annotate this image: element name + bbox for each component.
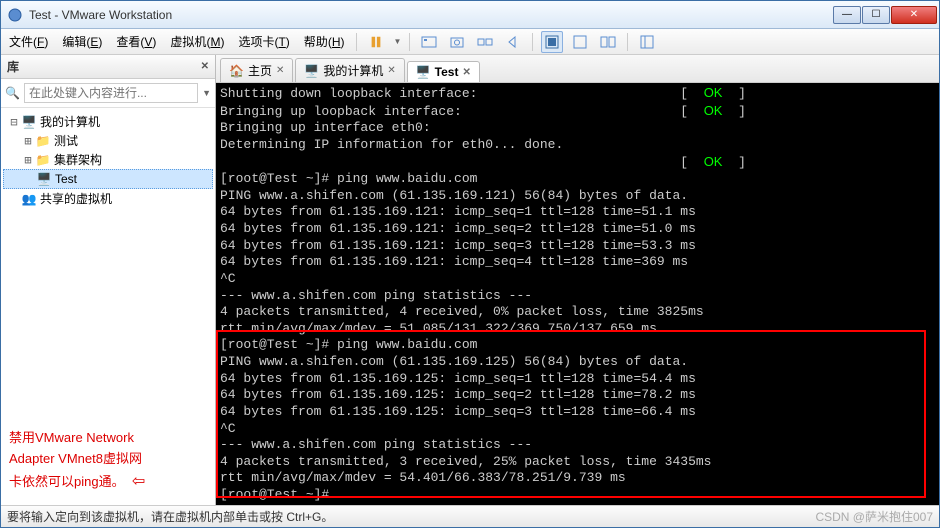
menu-help[interactable]: 帮助(H) — [300, 31, 349, 52]
tree-node-folder[interactable]: ⊞📁集群架构 — [3, 150, 213, 169]
library-toggle-button[interactable] — [636, 31, 658, 53]
snapshot-mgr-button[interactable] — [474, 31, 496, 53]
statusbar: 要将输入定向到该虚拟机，请在虚拟机内部单击或按 Ctrl+G。 CSDN @萨米… — [1, 505, 939, 527]
pause-button[interactable] — [365, 31, 387, 53]
separator — [409, 33, 410, 51]
separator — [356, 33, 357, 51]
menu-vm[interactable]: 虚拟机(M) — [166, 31, 228, 52]
tree-node-root[interactable]: ⊟🖥️我的计算机 — [3, 112, 213, 131]
shared-icon: 👥 — [21, 191, 37, 207]
titlebar: Test - VMware Workstation — ☐ ✕ — [1, 1, 939, 29]
library-title: 库 — [7, 58, 19, 75]
library-tree: ⊟🖥️我的计算机 ⊞📁测试 ⊞📁集群架构 🖥️Test 👥共享的虚拟机 — [1, 108, 215, 418]
body-area: 库 ✕ 🔍 ▼ ⊟🖥️我的计算机 ⊞📁测试 ⊞📁集群架构 🖥️Test 👥共享的… — [1, 55, 939, 505]
folder-icon: 📁 — [35, 152, 51, 168]
tab-test[interactable]: 🖥️Test✕ — [407, 61, 480, 82]
computer-icon: 🖥️ — [304, 64, 319, 78]
watermark: CSDN @萨米抱住007 — [815, 508, 933, 525]
tree-node-vm-selected[interactable]: 🖥️Test — [3, 169, 213, 189]
annotation: 禁用VMware Network Adapter VMnet8虚拟网 卡依然可以… — [1, 418, 215, 505]
menu-file[interactable]: 文件(F) — [5, 31, 52, 52]
search-icon: 🔍 — [5, 86, 20, 100]
snapshot-button[interactable] — [446, 31, 468, 53]
folder-icon: 📁 — [35, 133, 51, 149]
tab-close-icon[interactable]: ✕ — [276, 65, 284, 76]
home-icon: 🏠 — [229, 64, 244, 78]
dropdown-icon[interactable]: ▼ — [393, 37, 401, 46]
status-message: 要将输入定向到该虚拟机，请在虚拟机内部单击或按 Ctrl+G。 — [7, 508, 333, 525]
library-header: 库 ✕ — [1, 55, 215, 79]
window-title: Test - VMware Workstation — [29, 8, 833, 22]
maximize-button[interactable]: ☐ — [862, 6, 890, 24]
search-row: 🔍 ▼ — [1, 79, 215, 108]
close-button[interactable]: ✕ — [891, 6, 937, 24]
search-input[interactable] — [24, 83, 198, 103]
send-cad-button[interactable] — [418, 31, 440, 53]
vm-icon: 🖥️ — [416, 65, 431, 79]
tab-close-icon[interactable]: ✕ — [387, 65, 395, 76]
fullscreen-button[interactable] — [569, 31, 591, 53]
tab-mypc[interactable]: 🖥️我的计算机✕ — [295, 58, 404, 82]
separator — [627, 33, 628, 51]
vm-icon: 🖥️ — [36, 171, 52, 187]
revert-button[interactable] — [502, 31, 524, 53]
library-close-icon[interactable]: ✕ — [201, 61, 209, 72]
arrow-left-icon: ⇦ — [132, 473, 145, 490]
tab-home[interactable]: 🏠主页✕ — [220, 58, 293, 82]
window-buttons: — ☐ ✕ — [833, 6, 937, 24]
app-icon — [7, 7, 23, 23]
tabbar: 🏠主页✕ 🖥️我的计算机✕ 🖥️Test✕ — [216, 55, 939, 83]
tree-node-folder[interactable]: ⊞📁测试 — [3, 131, 213, 150]
unity-button[interactable] — [597, 31, 619, 53]
menu-edit[interactable]: 编辑(E) — [58, 31, 106, 52]
menu-tabs[interactable]: 选项卡(T) — [234, 31, 293, 52]
app-window: Test - VMware Workstation — ☐ ✕ 文件(F) 编辑… — [0, 0, 940, 528]
main-panel: 🏠主页✕ 🖥️我的计算机✕ 🖥️Test✕ Shutting down loop… — [216, 55, 939, 505]
computer-icon: 🖥️ — [21, 114, 37, 130]
fit-guest-button[interactable] — [541, 31, 563, 53]
tree-node-shared[interactable]: 👥共享的虚拟机 — [3, 189, 213, 208]
terminal[interactable]: Shutting down loopback interface: [ OK ]… — [216, 83, 939, 505]
tab-close-icon[interactable]: ✕ — [462, 67, 470, 78]
search-dropdown-icon[interactable]: ▼ — [202, 88, 211, 98]
highlight-box — [216, 330, 926, 498]
menu-view[interactable]: 查看(V) — [112, 31, 160, 52]
minimize-button[interactable]: — — [833, 6, 861, 24]
menubar: 文件(F) 编辑(E) 查看(V) 虚拟机(M) 选项卡(T) 帮助(H) ▼ — [1, 29, 939, 55]
library-panel: 库 ✕ 🔍 ▼ ⊟🖥️我的计算机 ⊞📁测试 ⊞📁集群架构 🖥️Test 👥共享的… — [1, 55, 216, 505]
separator — [532, 33, 533, 51]
